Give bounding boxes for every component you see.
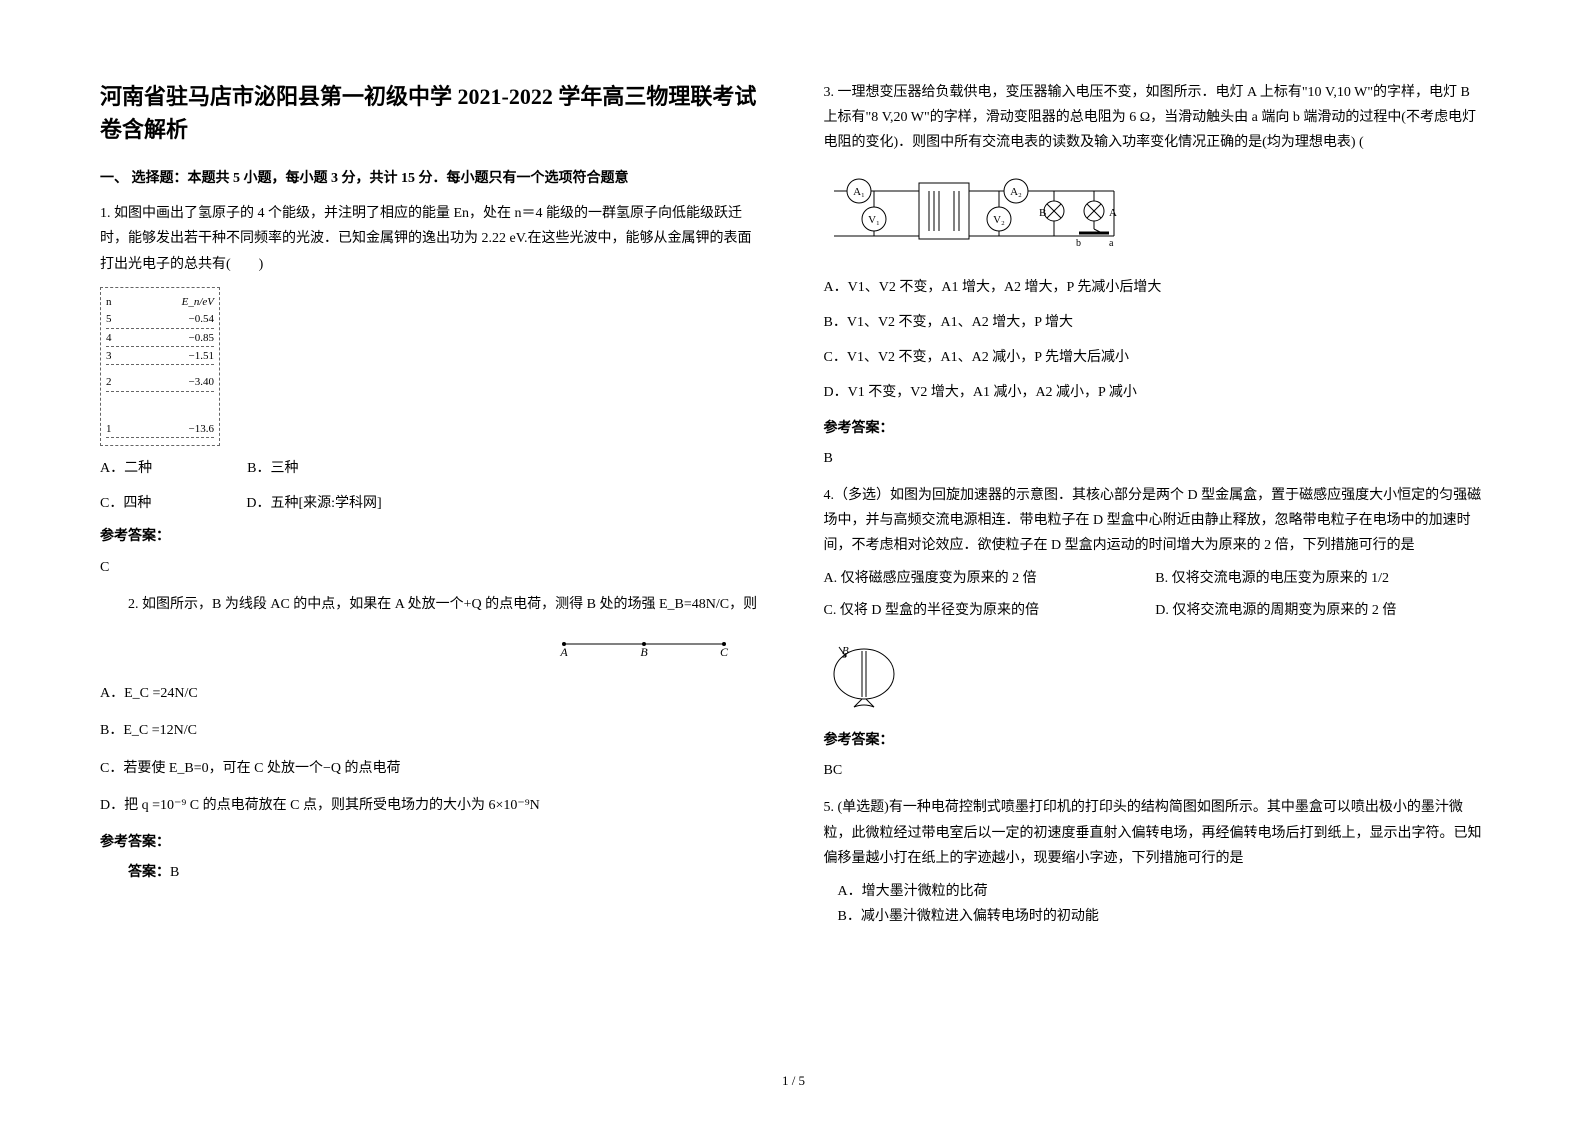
level2-e: −3.40: [189, 375, 214, 390]
q3-options: A．V1、V2 不变，A1 增大，A2 增大，P 先减小后增大 B．V1、V2 …: [824, 275, 1488, 406]
cyclotron-diagram: B: [824, 639, 1488, 718]
level3-n: 3: [106, 349, 112, 364]
question-3: 3. 一理想变压器给负载供电，变压器输入电压不变，如图所示．电灯 A 上标有"1…: [824, 80, 1488, 471]
q5-text: 5. (单选题)有一种电荷控制式喷墨打印机的打印头的结构简图如图所示。其中墨盒可…: [824, 795, 1488, 871]
line-svg: A B C: [554, 632, 734, 657]
q3-optC: C．V1、V2 不变，A1、A2 减小，P 先增大后减小: [824, 345, 1488, 370]
q1-options: A．二种 B．三种 C．四种 D．五种[来源:学科网]: [100, 456, 764, 516]
cyclotron-svg: B: [824, 639, 904, 709]
q4-answer: BC: [824, 758, 1488, 783]
q4-optD: D. 仅将交流电源的周期变为原来的 2 倍: [1155, 598, 1487, 623]
q5-optA: A．增大墨汁微粒的比荷: [824, 879, 1488, 904]
question-5: 5. (单选题)有一种电荷控制式喷墨打印机的打印头的结构简图如图所示。其中墨盒可…: [824, 795, 1488, 929]
q2-text: 2. 如图所示，B 为线段 AC 的中点，如果在 A 处放一个+Q 的点电荷，测…: [100, 592, 764, 617]
q5-optB: B．减小墨汁微粒进入偏转电场时的初动能: [824, 904, 1488, 929]
question-1: 1. 如图中画出了氢原子的 4 个能级，并注明了相应的能量 En，处在 n＝4 …: [100, 201, 764, 580]
q5-options: A．增大墨汁微粒的比荷 B．减小墨汁微粒进入偏转电场时的初动能: [824, 879, 1488, 929]
level1-e: −13.6: [189, 422, 214, 437]
q3-optA: A．V1、V2 不变，A1 增大，A2 增大，P 先减小后增大: [824, 275, 1488, 300]
svg-text:V₁: V₁: [868, 214, 880, 226]
page-footer: 1 / 5: [782, 1069, 805, 1092]
q4-optB: B. 仅将交流电源的电压变为原来的 1/2: [1155, 566, 1487, 591]
level3-e: −1.51: [189, 349, 214, 364]
q3-text: 3. 一理想变压器给负载供电，变压器输入电压不变，如图所示．电灯 A 上标有"1…: [824, 80, 1488, 156]
q2-options: A．E_C =24N/C B．E_C =12N/C C．若要使 E_B=0，可在…: [100, 681, 764, 818]
svg-text:A₁: A₁: [853, 186, 865, 198]
svg-text:A: A: [1109, 207, 1117, 219]
q2-optC: C．若要使 E_B=0，可在 C 处放一个−Q 的点电荷: [100, 756, 764, 781]
q1-optD: D．五种[来源:学科网]: [246, 491, 381, 516]
q4-optC: C. 仅将 D 型盒的半径变为原来的倍: [824, 598, 1156, 623]
level1-n: 1: [106, 422, 112, 437]
left-column: 河南省驻马店市泌阳县第一初级中学 2021-2022 学年高三物理联考试卷含解析…: [100, 80, 764, 1082]
svg-text:A₂: A₂: [1010, 186, 1022, 198]
q4-optA: A. 仅将磁感应强度变为原来的 2 倍: [824, 566, 1156, 591]
question-2: 2. 如图所示，B 为线段 AC 的中点，如果在 A 处放一个+Q 的点电荷，测…: [100, 592, 764, 886]
q2-optB: B．E_C =12N/C: [100, 718, 764, 743]
level5-e: −0.54: [189, 312, 214, 327]
svg-text:B: B: [640, 645, 648, 657]
q1-answer: C: [100, 555, 764, 580]
exam-title: 河南省驻马店市泌阳县第一初级中学 2021-2022 学年高三物理联考试卷含解析: [100, 80, 764, 146]
q3-optB: B．V1、V2 不变，A1、A2 增大，P 增大: [824, 310, 1488, 335]
q1-answer-label: 参考答案：: [100, 524, 764, 549]
q3-answer: B: [824, 446, 1488, 471]
level4-n: 4: [106, 331, 112, 346]
q1-text: 1. 如图中画出了氢原子的 4 个能级，并注明了相应的能量 En，处在 n＝4 …: [100, 201, 764, 277]
level2-n: 2: [106, 375, 112, 390]
transformer-svg: A₁ V₁ A₂ V₂: [824, 171, 1144, 251]
q3-answer-label: 参考答案：: [824, 416, 1488, 441]
line-abc-diagram: A B C: [100, 632, 764, 666]
energy-header-n: n: [106, 295, 112, 310]
transformer-diagram: A₁ V₁ A₂ V₂: [824, 171, 1488, 260]
q2-optD: D．把 q =10⁻⁹ C 的点电荷放在 C 点，则其所受电场力的大小为 6×1…: [100, 793, 764, 818]
energy-header-e: E_n/eV: [182, 295, 214, 310]
q1-optC: C．四种: [100, 491, 151, 516]
q1-optA: A．二种: [100, 456, 152, 481]
q2-answer: 答案：B: [100, 860, 764, 885]
question-4: 4.（多选）如图为回旋加速器的示意图．其核心部分是两个 D 型金属盒，置于磁感应…: [824, 483, 1488, 784]
q4-answer-label: 参考答案：: [824, 728, 1488, 753]
energy-level-diagram: n E_n/eV 5 −0.54 4 −0.85 3 −1.51 2 −3.40…: [100, 287, 220, 446]
section1-header: 一、 选择题：本题共 5 小题，每小题 3 分，共计 15 分．每小题只有一个选…: [100, 166, 764, 191]
q4-text: 4.（多选）如图为回旋加速器的示意图．其核心部分是两个 D 型金属盒，置于磁感应…: [824, 483, 1488, 559]
svg-text:C: C: [719, 645, 728, 657]
q1-optB: B．三种: [247, 456, 298, 481]
svg-text:a: a: [1109, 238, 1114, 249]
level4-e: −0.85: [189, 331, 214, 346]
svg-text:V₂: V₂: [993, 214, 1005, 226]
q2-optA: A．E_C =24N/C: [100, 681, 764, 706]
q3-optD: D．V1 不变，V2 增大，A1 减小，A2 减小，P 减小: [824, 380, 1488, 405]
svg-text:b: b: [1076, 238, 1081, 249]
right-column: 3. 一理想变压器给负载供电，变压器输入电压不变，如图所示．电灯 A 上标有"1…: [824, 80, 1488, 1082]
q4-options: A. 仅将磁感应强度变为原来的 2 倍 B. 仅将交流电源的电压变为原来的 1/…: [824, 566, 1488, 628]
svg-text:A: A: [559, 645, 568, 657]
svg-text:B: B: [1039, 207, 1046, 219]
level5-n: 5: [106, 312, 112, 327]
q2-answer-label: 参考答案：: [100, 830, 764, 855]
